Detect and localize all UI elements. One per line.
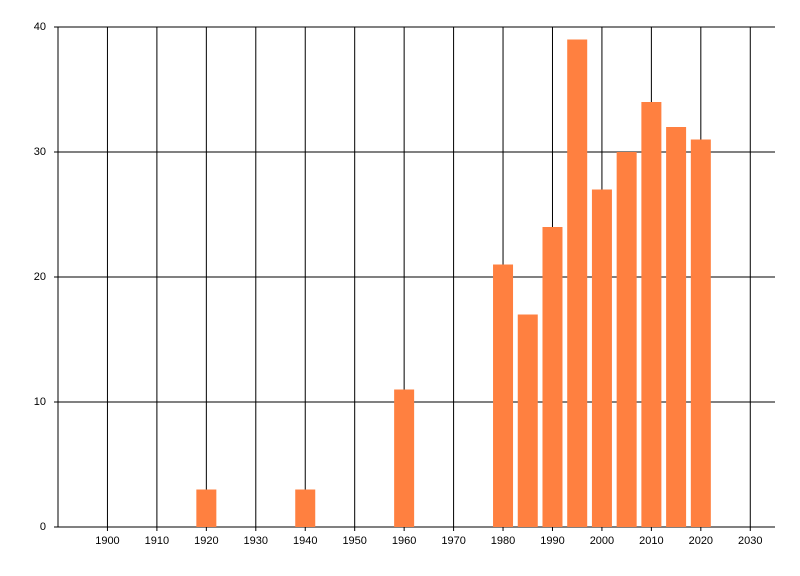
x-tick-label: 1990: [540, 535, 564, 547]
x-tick-label: 1900: [95, 535, 119, 547]
x-tick-label: 1950: [342, 535, 366, 547]
bar: [295, 489, 316, 527]
bar: [517, 314, 538, 527]
y-tick-label: 20: [34, 271, 46, 283]
x-tick-label: 2030: [738, 535, 762, 547]
x-tick-label: 1960: [392, 535, 416, 547]
y-tick-label: 10: [34, 396, 46, 408]
x-tick-label: 1980: [491, 535, 515, 547]
x-tick-label: 1930: [244, 535, 268, 547]
bar: [542, 227, 563, 527]
x-tick-label: 1970: [441, 535, 465, 547]
y-tick-label: 40: [34, 21, 46, 33]
bar: [493, 264, 514, 527]
bar: [666, 127, 687, 527]
x-tick-label: 2020: [689, 535, 713, 547]
bar: [690, 139, 711, 527]
y-tick-label: 30: [34, 146, 46, 158]
x-tick-label: 2000: [590, 535, 614, 547]
bar: [641, 102, 662, 527]
bar: [591, 189, 612, 527]
bar: [394, 389, 415, 527]
bar: [616, 152, 637, 527]
x-tick-label: 1940: [293, 535, 317, 547]
x-tick-label: 1920: [194, 535, 218, 547]
bar: [567, 39, 588, 527]
bar: [196, 489, 217, 527]
x-tick-label: 2010: [639, 535, 663, 547]
y-tick-label: 0: [40, 521, 46, 533]
x-tick-label: 1910: [145, 535, 169, 547]
